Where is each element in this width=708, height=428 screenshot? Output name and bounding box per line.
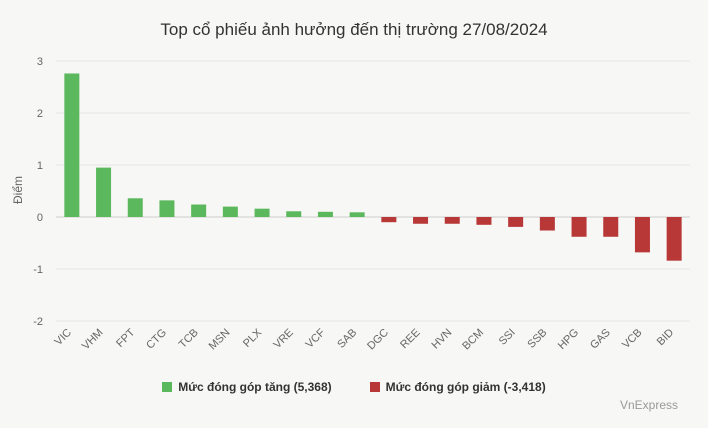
- y-tick-label: -1: [33, 264, 43, 276]
- bar-vcf[interactable]: [317, 211, 333, 217]
- bar-ssb[interactable]: [539, 217, 555, 231]
- bar-vhm[interactable]: [96, 167, 112, 217]
- bar-bcm[interactable]: [476, 217, 492, 225]
- legend-item-increase[interactable]: Mức đóng góp tăng (5,368): [162, 380, 332, 394]
- x-tick-label: HPG: [556, 327, 581, 352]
- credit-text: VnExpress: [619, 398, 678, 412]
- x-tick-label: VRE: [271, 327, 295, 351]
- legend: Mức đóng góp tăng (5,368) Mức đóng góp g…: [0, 380, 708, 394]
- bar-ctg[interactable]: [159, 200, 175, 217]
- bar-hpg[interactable]: [571, 217, 587, 237]
- x-tick-label: FPT: [114, 326, 137, 349]
- x-tick-labels: VIC VHM FPT CTG TCB MSN PLX VRE VCF SAB DGC REE HVN B…: [53, 326, 677, 352]
- bar-hvn[interactable]: [444, 217, 460, 224]
- y-tick-label: 3: [37, 56, 43, 68]
- legend-item-decrease[interactable]: Mức đóng góp giảm (-3,418): [369, 380, 546, 394]
- x-tick-label: REE: [398, 327, 422, 351]
- bar-bid[interactable]: [666, 217, 682, 261]
- gridlines: [56, 60, 690, 322]
- bar-ssi[interactable]: [508, 217, 524, 227]
- legend-swatch-increase: [162, 382, 173, 392]
- x-tick-label: VHM: [80, 327, 106, 353]
- x-tick-label: SAB: [335, 327, 359, 351]
- x-tick-label: SSB: [525, 327, 549, 351]
- legend-swatch-decrease: [369, 382, 380, 392]
- x-tick-label: PLX: [241, 326, 265, 350]
- legend-label-decrease: Mức đóng góp giảm (-3,418): [385, 380, 546, 394]
- x-tick-label: SSI: [497, 327, 518, 348]
- bar-gas[interactable]: [603, 217, 619, 237]
- bar-dgc[interactable]: [381, 217, 397, 223]
- bar-ree[interactable]: [413, 217, 429, 224]
- x-tick-label: GAS: [588, 327, 613, 352]
- x-tick-label: MSN: [207, 327, 233, 353]
- x-tick-label: TCB: [177, 327, 201, 351]
- bar-vre[interactable]: [286, 211, 302, 217]
- x-tick-label: BID: [655, 327, 676, 348]
- x-tick-label: VCF: [304, 326, 328, 350]
- y-tick-label: -2: [33, 316, 43, 328]
- bar-vcb[interactable]: [634, 217, 650, 253]
- y-axis-label: Điểm: [11, 176, 25, 204]
- x-tick-label: CTG: [144, 327, 169, 352]
- y-tick-label: 1: [37, 160, 43, 172]
- y-tick-label: 2: [37, 108, 43, 120]
- x-tick-label: DGC: [365, 327, 391, 353]
- y-tick-labels: -2 -1 0 1 2 3: [33, 56, 43, 328]
- bar-vic[interactable]: [64, 73, 80, 217]
- legend-label-increase: Mức đóng góp tăng (5,368): [178, 380, 332, 394]
- y-tick-label: 0: [37, 212, 43, 224]
- bar-msn[interactable]: [222, 206, 238, 217]
- x-tick-label: BCM: [460, 327, 486, 353]
- bars: [64, 73, 682, 261]
- bar-sab[interactable]: [349, 212, 365, 217]
- x-tick-label: VIC: [53, 327, 74, 348]
- bar-plx[interactable]: [254, 208, 270, 217]
- x-tick-label: VCB: [620, 327, 644, 351]
- bar-fpt[interactable]: [127, 198, 143, 217]
- bar-tcb[interactable]: [191, 204, 207, 217]
- chart-title: Top cổ phiếu ảnh hưởng đến thị trường 27…: [160, 20, 548, 39]
- x-tick-label: HVN: [429, 327, 454, 352]
